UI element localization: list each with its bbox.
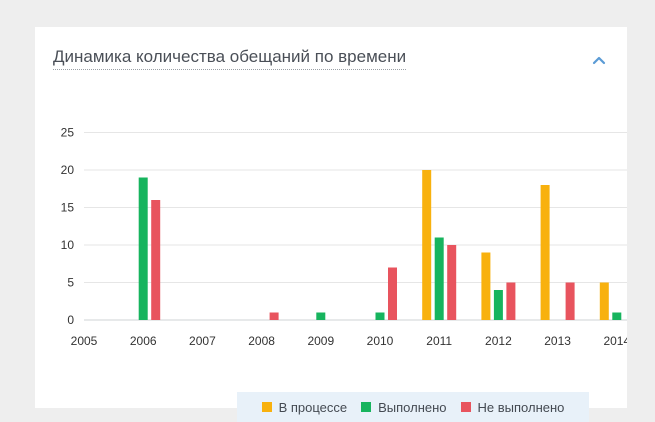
- legend-label-in-progress: В процессе: [278, 399, 348, 415]
- bar[interactable]: [599, 282, 609, 321]
- x-tick-label: 2011: [426, 334, 452, 348]
- y-tick-label: 25: [61, 126, 75, 140]
- bar[interactable]: [375, 312, 385, 321]
- legend-swatch-in-progress: [261, 402, 272, 412]
- gridlines: [84, 132, 627, 321]
- chart-card: Динамика количества обещаний по времени …: [35, 27, 627, 422]
- bar[interactable]: [434, 237, 444, 321]
- legend-swatch-done: [361, 402, 372, 412]
- bar[interactable]: [493, 290, 503, 320]
- x-tick-label: 2006: [130, 334, 157, 348]
- legend-item-in-progress[interactable]: В процессе: [261, 399, 348, 415]
- y-tick-label: 5: [67, 276, 74, 290]
- bar[interactable]: [316, 312, 326, 321]
- bar[interactable]: [540, 185, 550, 320]
- bar[interactable]: [269, 312, 279, 321]
- y-axis-ticks: 0 5 10 15 20 25: [61, 126, 75, 328]
- x-axis-ticks: 2005 2006 2007 2008 2009 2010 2011 2012 2013 2014: [71, 334, 627, 348]
- bar[interactable]: [447, 245, 457, 320]
- legend-label-not-done: Не выполнено: [477, 399, 565, 415]
- x-tick-label: 2007: [189, 334, 216, 348]
- bar[interactable]: [612, 312, 622, 321]
- legend-label-done: Выполнено: [378, 399, 447, 415]
- x-tick-label: 2014: [603, 334, 627, 348]
- y-tick-label: 15: [61, 201, 75, 215]
- y-tick-label: 20: [61, 163, 75, 177]
- x-tick-label: 2008: [248, 334, 275, 348]
- x-tick-label: 2010: [367, 334, 394, 348]
- chevron-up-icon: [592, 56, 606, 65]
- card-title: Динамика количества обещаний по времени: [53, 47, 407, 70]
- bar[interactable]: [422, 170, 432, 320]
- bar[interactable]: [506, 282, 516, 321]
- bars: [138, 170, 622, 321]
- x-tick-label: 2013: [544, 334, 571, 348]
- legend: В процессе Выполнено Не выполнено: [237, 392, 589, 422]
- legend-swatch-not-done: [460, 402, 471, 412]
- bar[interactable]: [388, 267, 397, 321]
- bar[interactable]: [138, 177, 148, 321]
- bar[interactable]: [151, 200, 161, 320]
- y-tick-label: 10: [61, 238, 75, 252]
- bar[interactable]: [565, 282, 575, 321]
- legend-item-done[interactable]: Выполнено: [361, 399, 447, 415]
- bar[interactable]: [481, 252, 491, 321]
- x-tick-label: 2009: [307, 334, 334, 348]
- collapse-button[interactable]: [592, 53, 606, 65]
- x-tick-label: 2005: [71, 334, 98, 348]
- y-tick-label: 0: [67, 313, 74, 327]
- legend-item-not-done[interactable]: Не выполнено: [460, 399, 565, 415]
- x-tick-label: 2012: [485, 334, 512, 348]
